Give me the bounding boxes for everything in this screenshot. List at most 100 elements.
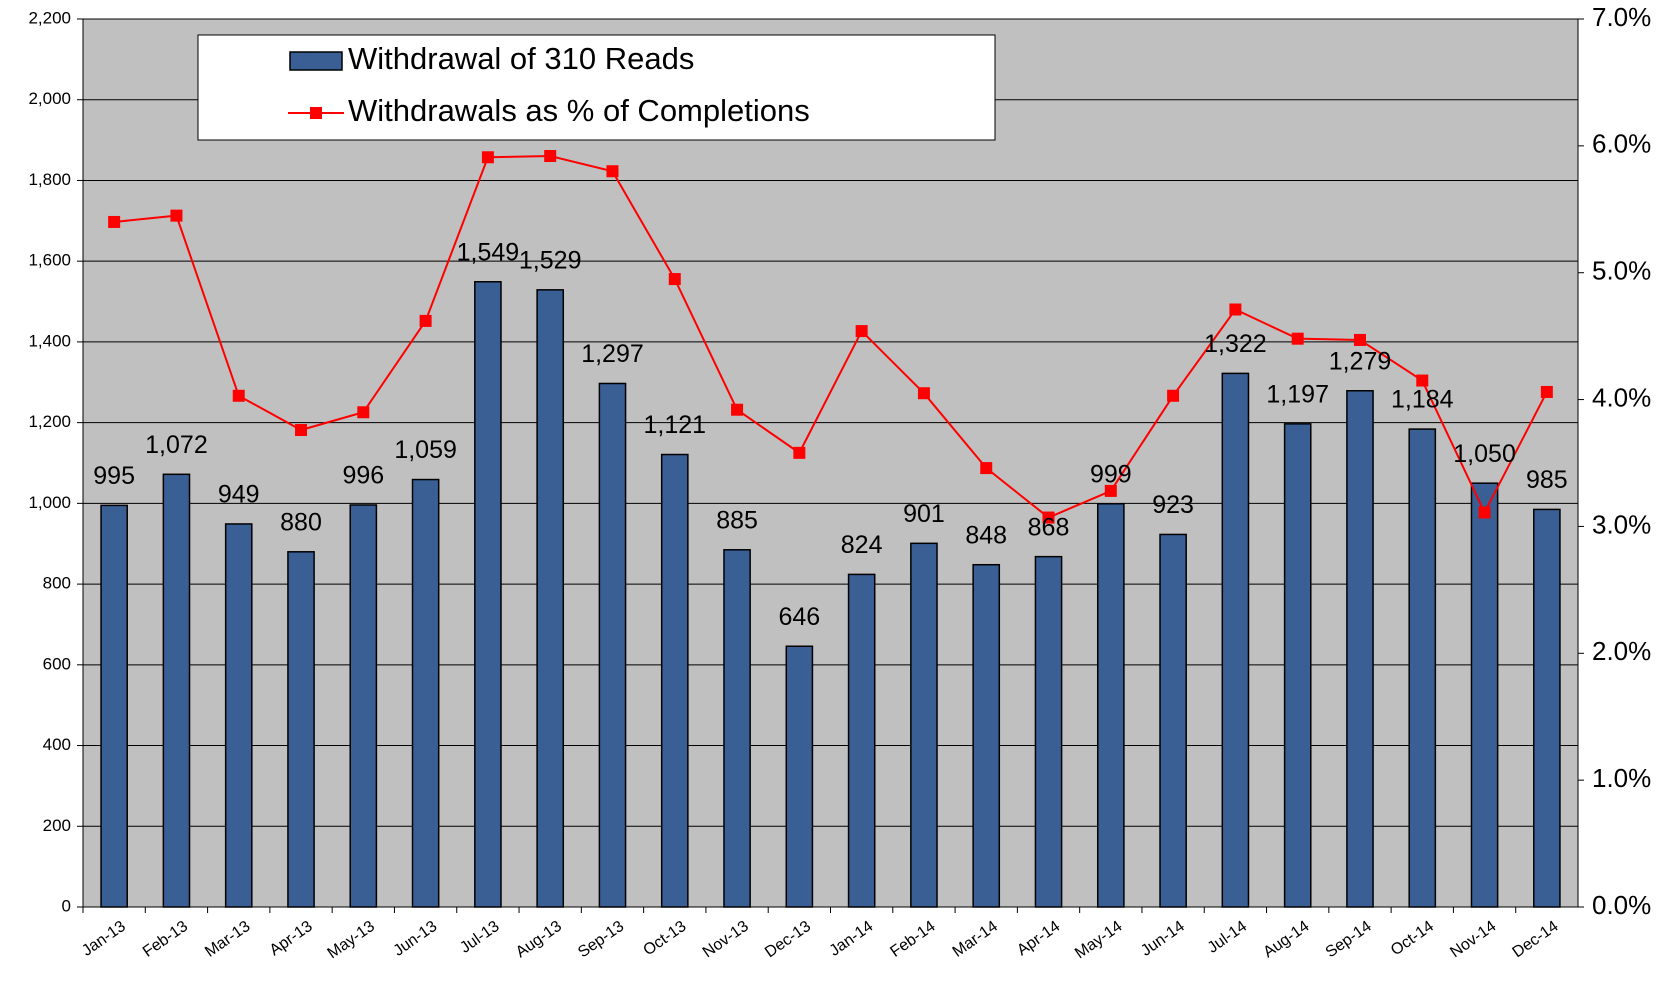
line-marker [481,151,494,164]
x-tick-label: Sep-13 [575,918,627,962]
line-marker [357,406,370,419]
data-label: 1,279 [1329,347,1392,375]
data-label: 901 [903,500,945,528]
legend: Withdrawal of 310 Reads Withdrawals as % … [197,34,996,141]
data-label: 1,184 [1391,386,1454,414]
y-tick-label: 1,400 [28,331,71,350]
data-label: 1,529 [519,246,582,274]
line-marker [1229,303,1242,316]
bar [411,478,440,908]
bars [100,281,1561,908]
x-tick-label: Aug-14 [1260,918,1312,962]
bar [1408,428,1437,908]
line-marker [917,387,930,400]
bar [474,281,502,908]
x-tick-label: Apr-14 [1014,918,1063,960]
y-tick-label: 1,800 [28,170,71,189]
y-tick-label: 1,000 [28,493,71,512]
bar [660,453,689,908]
y-tick-label: 1,600 [28,251,71,270]
x-tick-label: Mar-13 [202,918,253,961]
x-tick-label: Aug-13 [513,918,565,962]
bar [723,549,751,908]
bar [1221,372,1250,908]
line-marker [1042,511,1055,524]
y2-tick-label: 2.0% [1592,636,1651,666]
line-marker [980,462,993,475]
line-marker [232,389,245,402]
bar [972,563,1001,908]
data-label: 1,322 [1204,330,1267,358]
x-tick-label: Dec-13 [762,918,814,962]
line-marker [1291,332,1304,345]
bar [598,382,627,908]
data-label: 646 [778,603,820,631]
bar [785,645,814,908]
x-tick-label: Dec-14 [1510,918,1562,962]
y-tick-label: 800 [43,574,71,593]
grid [77,18,1584,913]
line-marker [108,215,121,228]
line-marker [1416,374,1429,387]
line-marker [1478,506,1491,519]
x-tick-label: Jul-13 [457,918,503,957]
bar [224,523,253,908]
line-marker [1353,333,1366,346]
bar [1533,508,1561,908]
line-marker [855,325,868,338]
line-marker [1540,385,1553,398]
line-marker [793,446,806,459]
bar [162,473,191,908]
bar [1283,423,1312,908]
y2-tick-label: 5.0% [1592,256,1651,286]
line-marker [170,209,183,222]
data-label: 923 [1152,491,1194,519]
bar [1159,533,1187,908]
x-tick-label: Jun-14 [1138,918,1188,960]
data-label: 1,121 [643,411,706,439]
y-tick-label: 400 [43,735,71,754]
legend-label: Withdrawal of 310 Reads [348,41,694,76]
bar [1034,555,1063,908]
x-tick-label: Oct-14 [1388,918,1437,960]
x-tick-label: May-14 [1072,918,1126,963]
y2-tick-label: 6.0% [1592,129,1651,159]
legend-marker [310,107,322,119]
data-label: 995 [93,462,135,490]
y-tick-label: 600 [43,654,71,673]
line-marker [419,314,432,327]
x-tick-label: Feb-14 [887,918,938,961]
line-marker [1167,389,1180,402]
line-marker [544,150,557,163]
data-label: 1,059 [394,436,457,464]
data-label: 1,197 [1266,380,1329,408]
bar [100,504,128,908]
legend-label: Withdrawals as % of Completions [348,93,810,128]
data-label: 1,072 [145,431,208,459]
y2-tick-label: 7.0% [1592,2,1651,32]
x-tick-label: Jan-14 [827,918,877,960]
y2-tick-label: 1.0% [1592,763,1651,793]
y2-tick-label: 3.0% [1592,509,1651,539]
x-tick-label: May-13 [325,918,379,963]
line-marker [606,165,619,178]
data-label: 848 [965,521,1007,549]
data-label: 1,549 [457,238,520,266]
y-tick-label: 1,200 [28,412,71,431]
bar [1096,503,1125,908]
x-tick-label: Nov-13 [700,918,752,962]
x-tick-label: Sep-14 [1323,918,1375,962]
bar [1346,389,1374,908]
data-label: 949 [218,481,260,509]
y-tick-label: 2,000 [28,89,71,108]
plot-area [82,18,1579,908]
line-marker [295,424,308,437]
y-tick-label: 2,200 [28,8,71,27]
x-tick-label: Jul-14 [1205,918,1251,957]
line-marker [731,403,744,416]
x-tick-label: Feb-13 [140,918,191,961]
data-label: 1,050 [1453,440,1516,468]
data-label: 1,297 [581,340,644,368]
bar [910,542,938,908]
